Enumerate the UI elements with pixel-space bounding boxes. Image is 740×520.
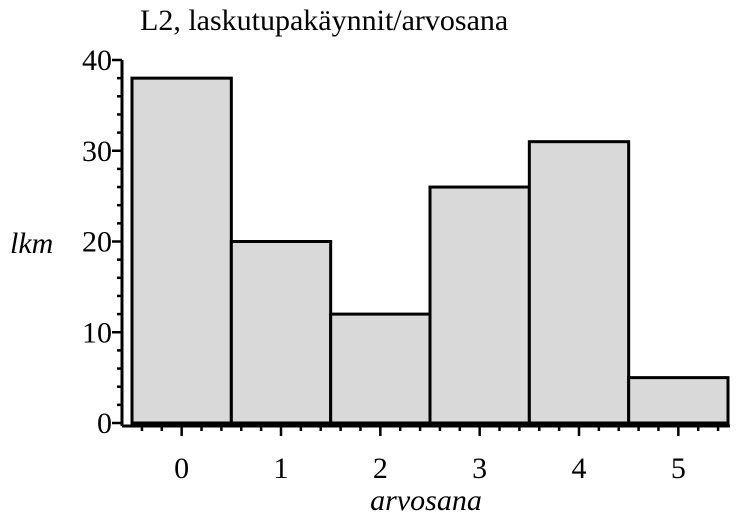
bar-1 — [229, 240, 333, 425]
x-tick-label: 0 — [174, 452, 189, 485]
bar-5 — [627, 376, 730, 425]
x-tick-label: 1 — [274, 452, 289, 485]
x-tick-label: 5 — [671, 452, 686, 485]
x-ticks: 0 1 2 3 4 5 — [140, 426, 720, 485]
y-tick-label: 20 — [82, 226, 112, 259]
y-axis-label: lkm — [10, 227, 53, 260]
bar-2 — [329, 312, 432, 425]
y-ticks: 0 10 20 30 40 — [82, 44, 122, 440]
y-tick-label: 0 — [97, 407, 112, 440]
x-axis-label: arvosana — [370, 484, 482, 517]
bar-4 — [527, 140, 631, 425]
bars — [130, 76, 730, 425]
x-tick-label: 3 — [472, 452, 487, 485]
chart-title: L2, laskutupakäynnit/arvosana — [140, 4, 508, 37]
axes — [120, 60, 730, 428]
y-tick-label: 30 — [82, 135, 112, 168]
y-tick-label: 10 — [82, 316, 112, 349]
bar-0 — [130, 76, 233, 425]
x-tick-label: 4 — [572, 452, 587, 485]
x-tick-label: 2 — [373, 452, 388, 485]
bar-3 — [428, 185, 531, 425]
y-tick-label: 40 — [82, 44, 112, 77]
